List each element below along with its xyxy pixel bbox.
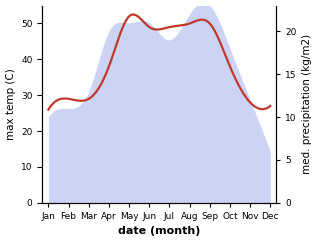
Y-axis label: med. precipitation (kg/m2): med. precipitation (kg/m2): [302, 34, 313, 174]
Y-axis label: max temp (C): max temp (C): [5, 68, 16, 140]
X-axis label: date (month): date (month): [118, 227, 201, 236]
